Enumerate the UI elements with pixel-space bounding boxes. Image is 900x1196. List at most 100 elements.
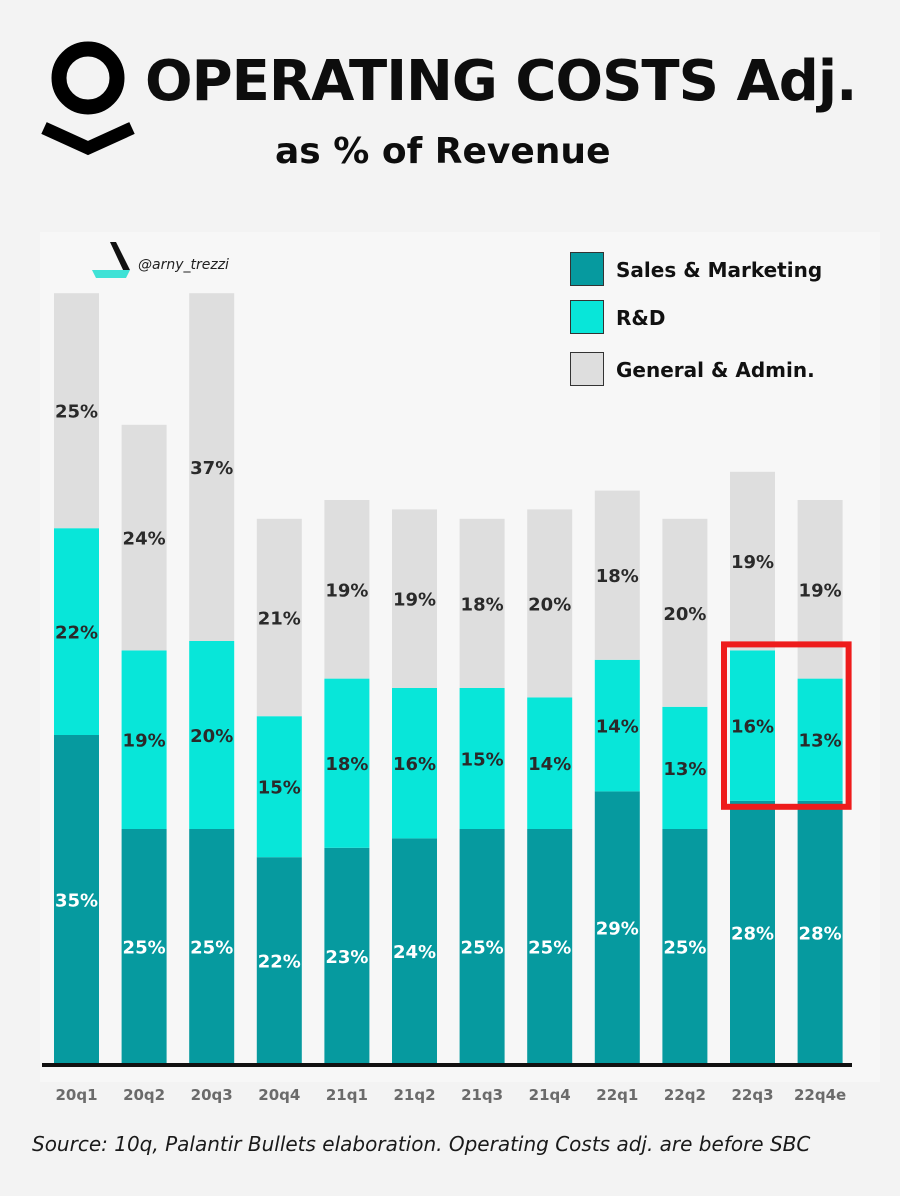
bar-r-d-20q3 bbox=[189, 641, 235, 829]
highlight-box bbox=[721, 641, 852, 810]
legend: Sales & Marketing R&D General & Admin. bbox=[570, 252, 870, 400]
bar-general-admin-22q1 bbox=[594, 490, 640, 660]
x-tick-label-20q2: 20q2 bbox=[123, 1086, 165, 1104]
bar-sales-marketing-20q1 bbox=[54, 735, 99, 1064]
data-label-r-d-22q2: 13% bbox=[663, 759, 706, 780]
bar-sales-marketing-22q1 bbox=[594, 791, 640, 1064]
bar-general-admin-21q2 bbox=[392, 509, 437, 688]
x-tick-label-21q4: 21q4 bbox=[529, 1086, 571, 1104]
data-label-general-admin-21q2: 19% bbox=[393, 590, 436, 611]
bar-general-admin-20q2 bbox=[121, 424, 167, 651]
data-label-r-d-21q2: 16% bbox=[393, 754, 436, 775]
data-label-sales-marketing-21q4: 25% bbox=[528, 938, 571, 959]
data-label-sales-marketing-21q2: 24% bbox=[393, 942, 436, 963]
bar-general-admin-22q4e bbox=[797, 500, 843, 679]
legend-label-general-admin: General & Admin. bbox=[616, 358, 815, 382]
x-tick-label-21q2: 21q2 bbox=[393, 1086, 435, 1104]
bar-general-admin-21q1 bbox=[324, 500, 370, 679]
x-tick-label-22q2: 22q2 bbox=[664, 1086, 706, 1104]
bar-general-admin-20q4 bbox=[256, 518, 302, 717]
x-tick-label-21q3: 21q3 bbox=[461, 1086, 503, 1104]
legend-item-sales-marketing: Sales & Marketing bbox=[570, 252, 870, 300]
x-tick-label-22q4e: 22q4e bbox=[794, 1086, 846, 1104]
data-label-sales-marketing-22q2: 25% bbox=[663, 938, 706, 959]
source-note: Source: 10q, Palantir Bullets elaboratio… bbox=[32, 1132, 811, 1156]
chart-title: OPERATING COSTS Adj. bbox=[145, 49, 857, 114]
x-tick-label-22q3: 22q3 bbox=[731, 1086, 773, 1104]
legend-swatch-sales-marketing bbox=[570, 252, 604, 286]
bar-r-d-21q3 bbox=[459, 688, 505, 829]
bar-r-d-22q2 bbox=[662, 706, 708, 829]
bar-general-admin-21q3 bbox=[459, 518, 505, 688]
bar-sales-marketing-22q4e bbox=[797, 800, 843, 1064]
legend-label-rd: R&D bbox=[616, 306, 666, 330]
data-label-r-d-21q3: 15% bbox=[461, 750, 504, 771]
chart-subtitle: as % of Revenue bbox=[275, 131, 611, 172]
watermark-handle: @arny_trezzi bbox=[138, 257, 229, 273]
pen-icon bbox=[92, 242, 130, 278]
legend-swatch-rd bbox=[570, 300, 604, 334]
data-label-general-admin-20q1: 25% bbox=[55, 402, 98, 423]
bar-r-d-22q4e bbox=[797, 678, 843, 801]
data-label-r-d-21q1: 18% bbox=[325, 754, 368, 775]
bar-sales-marketing-21q4 bbox=[527, 829, 573, 1064]
bar-r-d-21q4 bbox=[527, 697, 573, 829]
bar-sales-marketing-21q1 bbox=[324, 847, 370, 1064]
data-label-r-d-20q4: 15% bbox=[258, 778, 301, 799]
bar-sales-marketing-20q3 bbox=[189, 829, 235, 1064]
data-label-general-admin-22q1: 18% bbox=[596, 566, 639, 587]
data-label-sales-marketing-22q3: 28% bbox=[731, 923, 774, 944]
bar-r-d-22q3 bbox=[730, 650, 775, 801]
data-label-sales-marketing-22q4e: 28% bbox=[799, 923, 842, 944]
data-label-r-d-22q4e: 13% bbox=[799, 731, 842, 752]
data-label-sales-marketing-20q2: 25% bbox=[123, 938, 166, 959]
legend-label-sales-marketing: Sales & Marketing bbox=[616, 258, 823, 282]
x-tick-label-20q1: 20q1 bbox=[55, 1086, 97, 1104]
x-tick-label-22q1: 22q1 bbox=[596, 1086, 638, 1104]
data-label-r-d-22q3: 16% bbox=[731, 717, 774, 738]
bar-sales-marketing-22q2 bbox=[662, 829, 708, 1064]
data-label-sales-marketing-20q3: 25% bbox=[190, 938, 233, 959]
data-label-sales-marketing-21q1: 23% bbox=[325, 947, 368, 968]
bar-general-admin-22q3 bbox=[730, 471, 775, 651]
data-label-r-d-20q1: 22% bbox=[55, 623, 98, 644]
x-tick-label-20q3: 20q3 bbox=[191, 1086, 233, 1104]
data-label-general-admin-20q3: 37% bbox=[190, 458, 233, 479]
x-tick-label-20q4: 20q4 bbox=[258, 1086, 300, 1104]
data-label-sales-marketing-22q1: 29% bbox=[596, 919, 639, 940]
data-label-sales-marketing-20q4: 22% bbox=[258, 952, 301, 973]
legend-item-rd: R&D bbox=[570, 300, 870, 348]
data-label-general-admin-21q4: 20% bbox=[528, 594, 571, 615]
data-label-r-d-20q3: 20% bbox=[190, 726, 233, 747]
data-label-general-admin-22q3: 19% bbox=[731, 552, 774, 573]
bar-sales-marketing-21q2 bbox=[392, 838, 437, 1064]
data-label-r-d-22q1: 14% bbox=[596, 717, 639, 738]
data-label-general-admin-22q2: 20% bbox=[663, 604, 706, 625]
bar-sales-marketing-20q4 bbox=[256, 857, 302, 1064]
bar-r-d-20q4 bbox=[256, 716, 302, 858]
data-label-general-admin-21q1: 19% bbox=[325, 580, 368, 601]
bar-sales-marketing-21q3 bbox=[459, 829, 505, 1064]
data-label-r-d-21q4: 14% bbox=[528, 754, 571, 775]
legend-swatch-general-admin bbox=[570, 352, 604, 386]
bar-r-d-21q1 bbox=[324, 678, 370, 848]
data-label-general-admin-22q4e: 19% bbox=[799, 580, 842, 601]
bar-general-admin-22q2 bbox=[662, 518, 708, 707]
bar-sales-marketing-20q2 bbox=[121, 829, 167, 1064]
data-label-sales-marketing-21q3: 25% bbox=[461, 938, 504, 959]
bar-sales-marketing-22q3 bbox=[730, 800, 775, 1064]
data-label-general-admin-20q2: 24% bbox=[123, 529, 166, 550]
data-label-r-d-20q2: 19% bbox=[123, 731, 166, 752]
bar-general-admin-20q1 bbox=[54, 293, 99, 529]
legend-item-general-admin: General & Admin. bbox=[570, 352, 870, 400]
bar-general-admin-20q3 bbox=[189, 293, 235, 641]
palantir-logo-icon bbox=[41, 41, 135, 156]
data-label-sales-marketing-20q1: 35% bbox=[55, 891, 98, 912]
data-label-general-admin-21q3: 18% bbox=[461, 594, 504, 615]
bar-r-d-20q1 bbox=[54, 528, 99, 735]
x-tick-label-21q1: 21q1 bbox=[326, 1086, 368, 1104]
bar-r-d-22q1 bbox=[594, 659, 640, 792]
data-label-general-admin-20q4: 21% bbox=[258, 609, 301, 630]
bar-r-d-20q2 bbox=[121, 650, 167, 829]
